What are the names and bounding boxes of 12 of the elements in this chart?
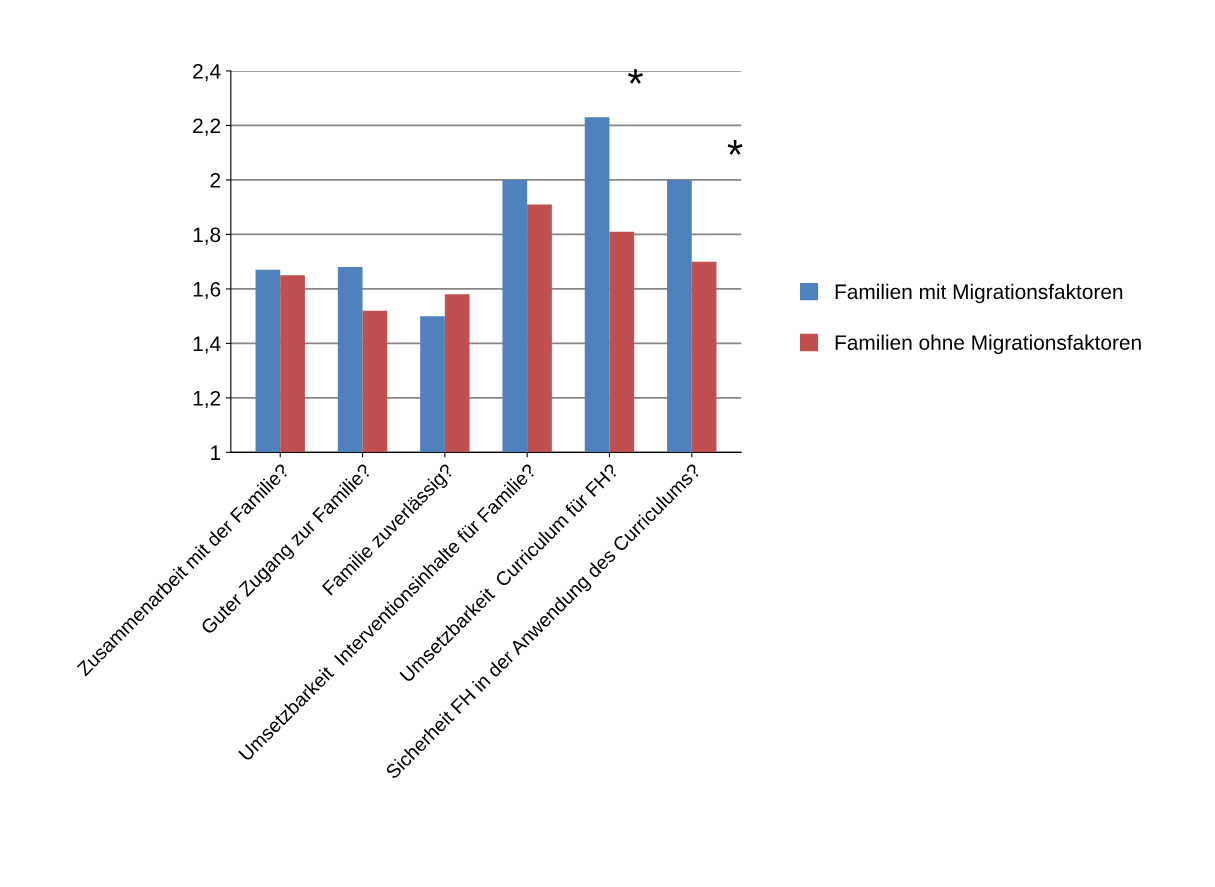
legend-label: Familien mit Migrationsfaktoren [835, 283, 1123, 304]
y-tick-label: 2 [210, 172, 221, 188]
annotation: * [727, 140, 743, 155]
y-tick-label: 1 [211, 445, 221, 460]
y-tick-label: 2,2 [193, 118, 221, 136]
legend-label: Familien ohne Migrationsfaktoren [835, 334, 1141, 355]
annotation: * [628, 69, 643, 84]
y-tick-label: 1,4 [193, 336, 221, 354]
y-tick-label: 1,6 [193, 281, 221, 300]
y-tick-label: 1,2 [193, 390, 221, 409]
y-tick-label: 2,4 [193, 63, 221, 82]
y-tick-label: 1,8 [193, 227, 221, 245]
